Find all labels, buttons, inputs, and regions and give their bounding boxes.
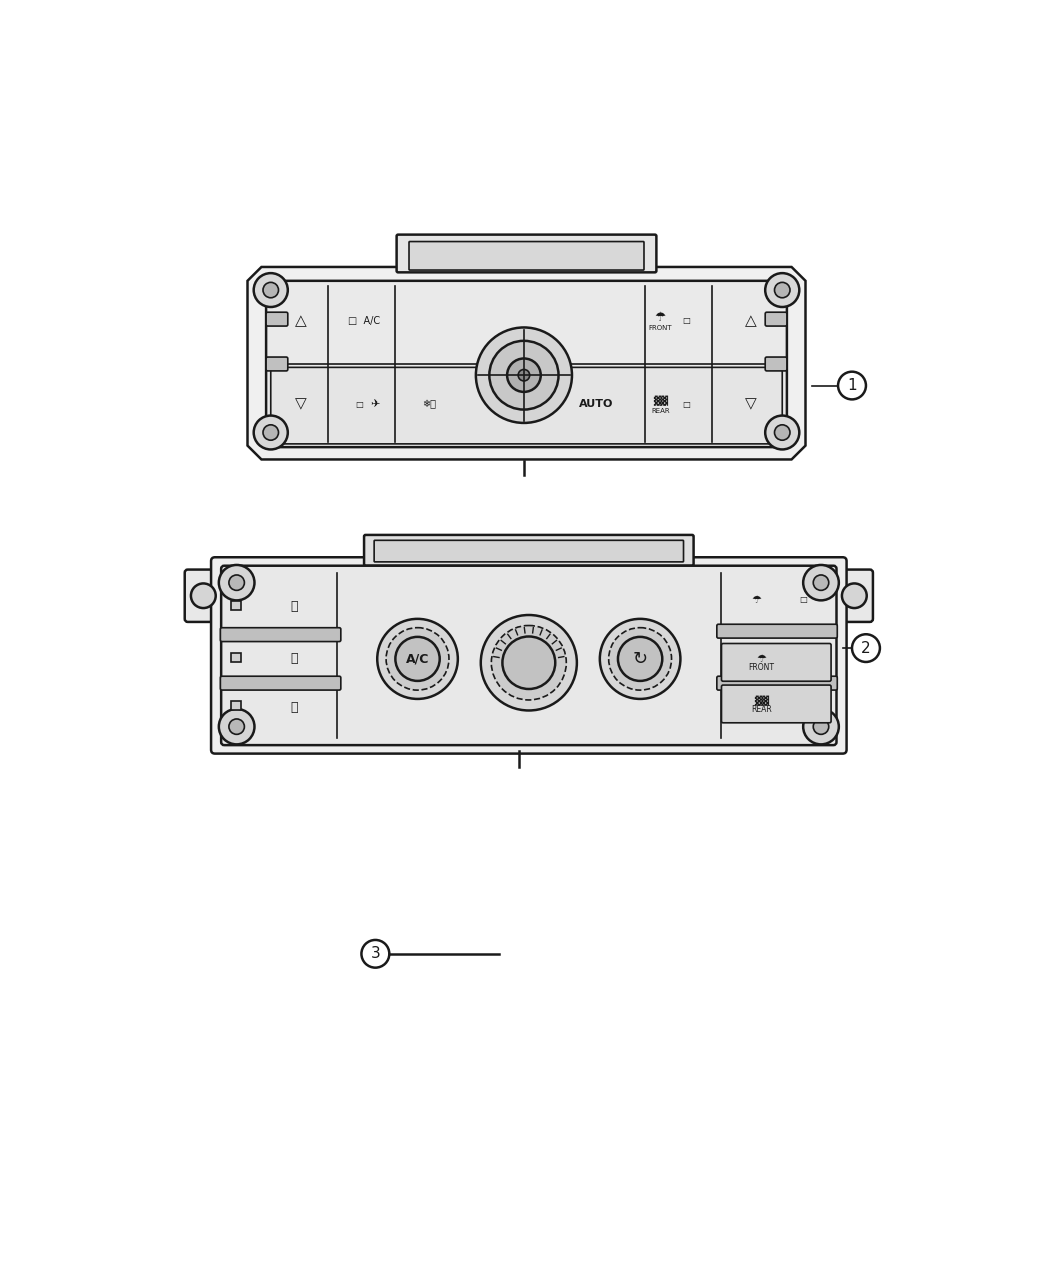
FancyBboxPatch shape: [410, 241, 644, 270]
Text: □  A/C: □ A/C: [349, 316, 380, 325]
Circle shape: [775, 282, 790, 298]
Text: ☂: ☂: [654, 311, 666, 324]
Circle shape: [502, 636, 555, 689]
Circle shape: [396, 638, 440, 681]
Circle shape: [803, 709, 839, 745]
Circle shape: [262, 282, 278, 298]
FancyBboxPatch shape: [222, 566, 837, 745]
Text: △: △: [744, 314, 756, 328]
FancyBboxPatch shape: [231, 601, 240, 609]
Circle shape: [229, 719, 245, 734]
Circle shape: [361, 940, 390, 968]
Text: FRONT: FRONT: [749, 663, 774, 672]
Text: REAR: REAR: [651, 408, 670, 414]
FancyBboxPatch shape: [185, 570, 222, 622]
FancyBboxPatch shape: [231, 653, 240, 662]
FancyBboxPatch shape: [717, 625, 837, 638]
Circle shape: [838, 372, 866, 399]
Text: 1: 1: [847, 379, 857, 393]
Circle shape: [481, 615, 576, 710]
FancyBboxPatch shape: [397, 235, 656, 273]
Text: ✈: ✈: [370, 399, 379, 409]
Circle shape: [803, 565, 839, 601]
Text: ❄✨: ❄✨: [422, 399, 436, 409]
Circle shape: [618, 638, 663, 681]
Text: △: △: [295, 314, 307, 328]
Circle shape: [476, 328, 572, 423]
Circle shape: [609, 627, 672, 690]
Circle shape: [491, 626, 566, 700]
Text: REAR: REAR: [751, 705, 772, 714]
Text: FRONT: FRONT: [649, 325, 672, 330]
Text: □: □: [682, 399, 690, 408]
FancyBboxPatch shape: [271, 367, 782, 444]
Circle shape: [775, 425, 790, 440]
Circle shape: [218, 565, 254, 601]
Text: A/C: A/C: [406, 653, 429, 666]
Text: ☂: ☂: [756, 654, 766, 664]
Circle shape: [518, 370, 529, 381]
FancyBboxPatch shape: [266, 312, 288, 326]
Circle shape: [842, 584, 866, 608]
Text: □: □: [682, 316, 690, 325]
Circle shape: [229, 575, 245, 590]
Text: ⛹: ⛹: [291, 701, 298, 714]
Text: ▓▓: ▓▓: [653, 395, 668, 405]
FancyBboxPatch shape: [211, 557, 846, 754]
Text: ▽: ▽: [295, 397, 307, 412]
Circle shape: [489, 340, 559, 409]
Text: ▽: ▽: [744, 397, 756, 412]
Text: □: □: [355, 399, 363, 408]
Circle shape: [600, 618, 680, 699]
FancyBboxPatch shape: [231, 701, 240, 710]
Circle shape: [262, 425, 278, 440]
Text: ⛹: ⛹: [291, 653, 298, 666]
FancyBboxPatch shape: [717, 676, 837, 690]
Circle shape: [191, 584, 215, 608]
Text: ☂: ☂: [751, 595, 761, 604]
Circle shape: [507, 358, 541, 391]
Circle shape: [377, 618, 458, 699]
Circle shape: [814, 719, 828, 734]
Text: 2: 2: [861, 640, 870, 655]
FancyBboxPatch shape: [721, 644, 832, 681]
Text: □: □: [799, 595, 807, 604]
FancyBboxPatch shape: [266, 280, 786, 448]
Circle shape: [254, 273, 288, 307]
Text: ▓▓: ▓▓: [754, 695, 769, 705]
Circle shape: [765, 416, 799, 450]
Text: ↻: ↻: [632, 650, 648, 668]
FancyBboxPatch shape: [765, 312, 786, 326]
Circle shape: [814, 575, 828, 590]
Circle shape: [852, 634, 880, 662]
FancyBboxPatch shape: [220, 627, 341, 641]
FancyBboxPatch shape: [765, 357, 786, 371]
FancyBboxPatch shape: [721, 685, 832, 723]
Circle shape: [765, 273, 799, 307]
Circle shape: [218, 709, 254, 745]
Polygon shape: [248, 266, 805, 459]
FancyBboxPatch shape: [266, 357, 288, 371]
Circle shape: [386, 627, 449, 690]
Text: 3: 3: [371, 946, 380, 961]
FancyBboxPatch shape: [374, 541, 684, 562]
Circle shape: [254, 416, 288, 450]
FancyBboxPatch shape: [220, 676, 341, 690]
Text: AUTO: AUTO: [579, 399, 613, 409]
Text: ⛹: ⛹: [291, 601, 298, 613]
FancyBboxPatch shape: [364, 536, 694, 566]
FancyBboxPatch shape: [836, 570, 873, 622]
